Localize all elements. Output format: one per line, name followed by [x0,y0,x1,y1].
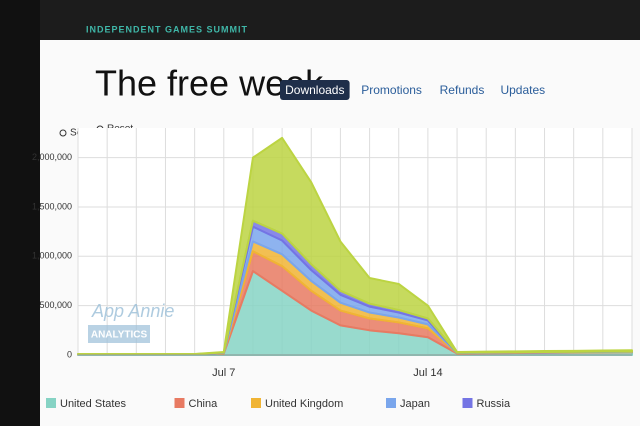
legend-swatch [251,398,261,408]
tab[interactable]: Refunds [440,83,485,97]
y-tick-label: 2,000,000 [32,152,72,162]
watermark-band [88,325,150,343]
header-text: INDEPENDENT GAMES SUMMIT [86,24,248,34]
header-band [40,0,640,40]
legend-swatch [386,398,396,408]
legend: United States China United Kingdom Japan Rus… [46,398,511,410]
tab[interactable]: Updates [500,83,545,97]
tab-bar: Downloads Promotions Refunds Updates [280,80,545,100]
zoom-icon [59,129,67,137]
legend-label: Russia [477,398,512,410]
watermark: ANALYTICS [91,330,148,341]
legend-label: Japan [400,398,430,410]
y-tick-label: 1,000,000 [32,251,72,261]
legend-swatch [46,398,56,408]
tab-active-bg [280,80,350,100]
watermark: App Annie [91,301,174,321]
legend-swatch [174,398,185,408]
x-tick-label: Jul 7 [212,367,235,379]
plot: 0 500,000 1,000,000 1,500,000 2,000,000 Jul 7… [32,128,633,379]
y-tick-label: 1,500,000 [32,201,72,211]
y-tick-label: 500,000 [39,300,72,310]
tab[interactable]: Promotions [361,83,422,97]
y-tick-label: 0 [67,349,72,359]
x-tick-label: Jul 14 [413,367,442,379]
legend-label: United States [60,398,127,410]
area [77,136,633,356]
legend-label: United Kingdom [265,398,343,410]
tab[interactable]: Downloads [285,83,344,97]
legend-swatch [462,398,473,408]
legend-label: China [189,398,219,410]
